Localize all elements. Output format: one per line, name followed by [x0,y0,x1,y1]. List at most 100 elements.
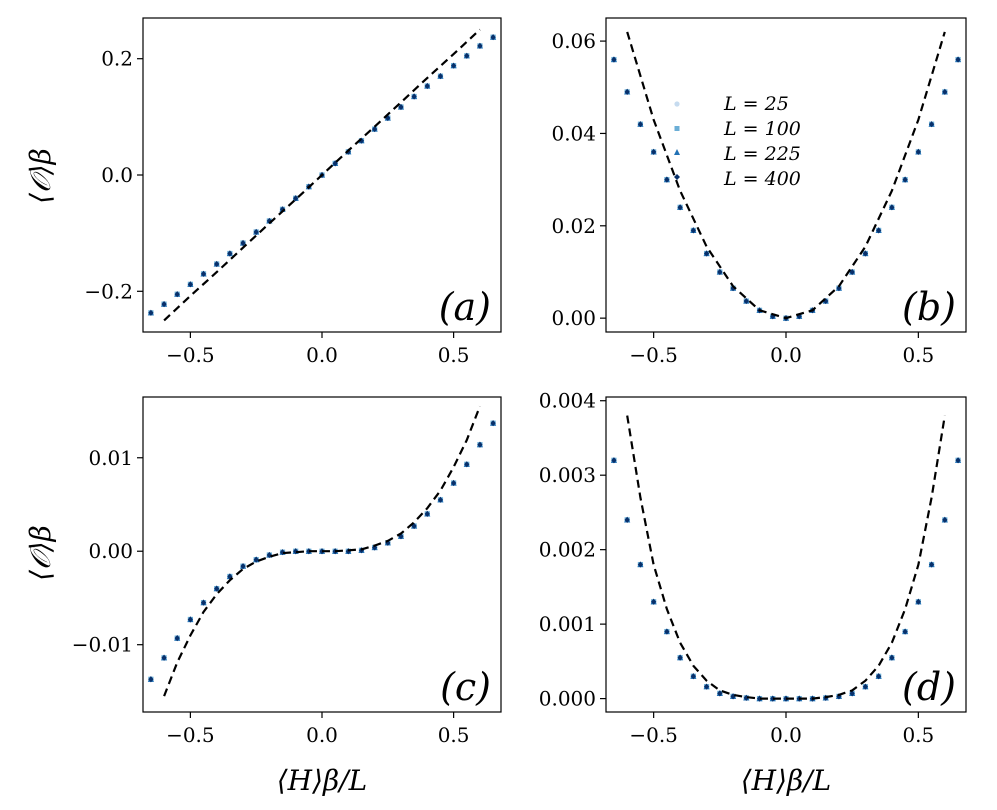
data-point [411,522,417,530]
data-point [464,461,470,468]
data-point [490,420,496,427]
y-tick-label: 0.02 [551,214,596,238]
data-point [743,297,749,305]
data-point [200,599,207,606]
data-point [385,539,391,546]
panel-label-d: (d) [902,665,956,709]
x-tick-label: 0.0 [770,723,802,747]
data-point [690,227,696,234]
data-point [862,250,869,257]
x-tick-label: 0.5 [438,343,470,367]
data-point [464,52,470,59]
data-point [677,654,683,661]
data-point [955,457,961,464]
data-point [148,309,154,316]
x-tick-label: −0.5 [629,343,678,367]
legend-marker-l225 [674,149,680,155]
data-point [637,121,644,128]
y-tick-label: 0.0 [101,163,133,187]
x-tick-label: 0.5 [438,723,470,747]
data-point [677,204,683,211]
data-point [490,34,496,41]
y-tick-label: 0.06 [551,29,596,53]
data-point [477,42,483,50]
panel-a: −0.5 0.0 0.5 −0.2 0.0 0.2 (a) [84,17,502,367]
data-point [372,544,378,551]
data-point [703,683,710,690]
data-point [717,690,723,697]
y-axis-label-top: ⟨𝒪⟩β [24,148,57,204]
data-point [385,114,391,122]
y-tick-label: 0.001 [539,612,596,636]
y-tick-label: −0.01 [72,633,133,657]
data-point [756,695,763,702]
panel-c: −0.5 0.0 0.5 −0.01 0.00 0.01 (c) [72,396,502,747]
data-point [889,654,895,661]
data-point [411,93,417,100]
data-point [214,260,220,268]
data-point [253,228,259,236]
data-point [148,676,154,683]
data-point [451,62,457,69]
legend-label-l100: L = 100 [723,118,801,140]
y-tick-label: 0.004 [539,389,596,413]
x-tick-label: −0.5 [166,723,215,747]
legend-marker-l100 [674,126,680,131]
data-point [770,695,776,702]
data-point [942,516,948,523]
panel-b: −0.5 0.0 0.5 0.00 0.02 0.04 0.06 (b) [551,17,967,367]
data-point [451,479,457,487]
x-axis-label-right: ⟨H⟩β/L [741,764,831,797]
y-tick-label: 0.00 [88,539,133,563]
data-point [902,628,908,635]
data-point [836,285,842,292]
data-point [424,82,430,90]
data-point [398,533,404,540]
data-point [862,683,869,690]
data-point [876,227,882,234]
data-point [611,457,617,464]
data-point [372,125,378,133]
data-point [253,556,259,563]
data-point [240,239,246,247]
data-point [293,195,299,202]
x-tick-label: 0.5 [902,343,934,367]
data-point [703,250,710,257]
data-point [161,654,167,661]
y-tick-label: −0.2 [84,279,133,303]
data-point [836,693,842,700]
x-tick-label: 0.0 [770,343,802,367]
y-tick-label: 0.000 [539,687,596,711]
data-point [651,148,657,156]
reference-curve [163,28,481,322]
reference-curve [626,31,946,320]
data-point [437,73,444,80]
panel-label-b: (b) [902,285,956,329]
data-point [174,635,180,642]
y-tick-label: 0.00 [551,306,596,330]
reference-curve [626,415,946,700]
data-point [876,673,882,680]
data-point [743,694,749,701]
legend-label-l400: L = 400 [723,168,801,190]
data-point [227,250,233,257]
panel-label-c: (c) [440,665,491,709]
data-point [717,268,723,276]
data-point [200,270,207,277]
data-point [624,88,630,95]
data-point [398,103,404,111]
data-point [928,121,935,128]
data-point [240,563,246,570]
data-point [942,88,948,95]
data-point [477,441,483,448]
legend-label-l25: L = 25 [723,93,789,115]
data-point [955,56,961,63]
x-tick-label: 0.5 [902,723,934,747]
data-point [624,516,630,523]
legend-marker-l25 [674,101,680,107]
legend-marker-l400 [674,174,680,180]
legend: L = 25 L = 100 L = 225 L = 400 [674,93,801,190]
data-point [332,160,338,167]
x-axis-label-left: ⟨H⟩β/L [277,764,367,797]
